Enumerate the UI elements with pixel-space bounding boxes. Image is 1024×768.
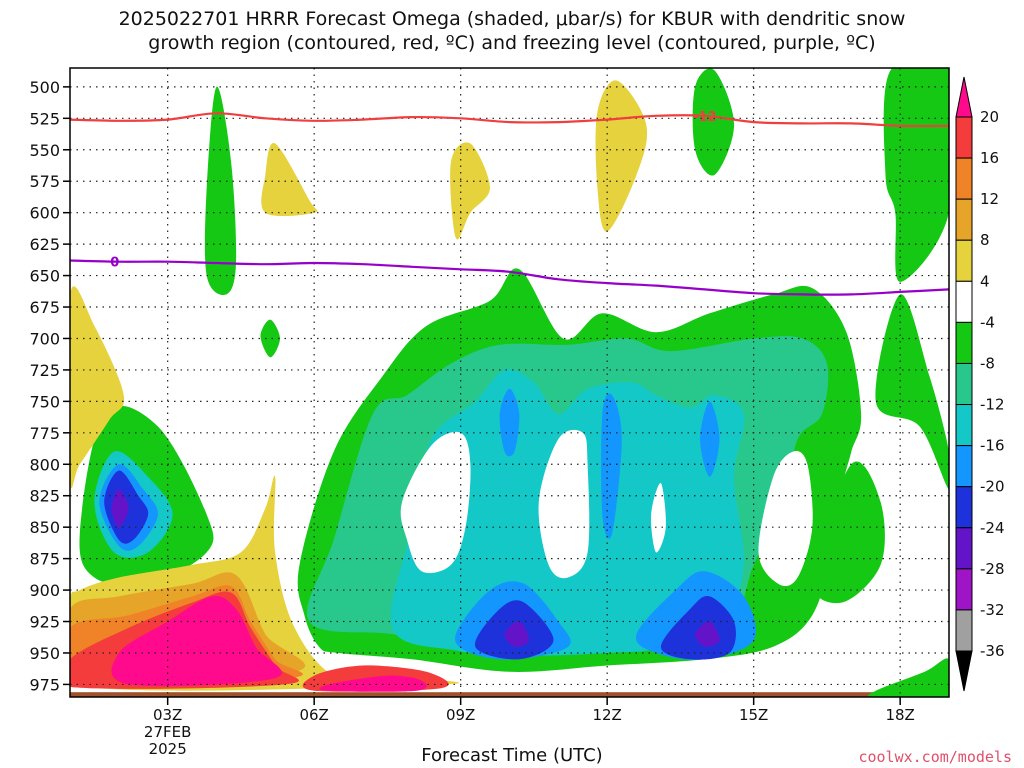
x-date-label-0: 27FEB [144, 723, 191, 741]
chart-title-line2: growth region (contoured, red, ºC) and f… [148, 32, 876, 54]
omega-region-0 [204, 86, 237, 295]
omega-region-33 [111, 489, 129, 528]
x-axis-label: Forecast Time (UTC) [421, 745, 603, 766]
omega-region-18 [319, 675, 427, 692]
colorbar-band-1 [955, 116, 973, 159]
chart-title-line1: 2025022701 HRRR Forecast Omega (shaded, … [118, 8, 906, 30]
omega-region-22 [601, 393, 622, 539]
colorbar-label-13: -36 [980, 642, 1005, 660]
y-tick-label-17: 925 [29, 613, 60, 632]
temperature-contours: -12 0 [70, 110, 949, 296]
colorbar-label-1: 16 [980, 149, 999, 167]
omega-region-21 [499, 388, 520, 457]
colorbar-band-2 [955, 157, 973, 200]
y-tick-label-2: 550 [29, 141, 60, 160]
y-tick-label-7: 675 [29, 298, 60, 317]
y-tick-label-10: 750 [29, 392, 60, 411]
x-tick-label-3: 12Z [592, 706, 621, 724]
colorbar-label-2: 12 [980, 190, 999, 208]
omega-region-5 [812, 461, 885, 604]
colorbar-label-4: 4 [980, 272, 990, 290]
y-tick-label-16: 900 [29, 581, 60, 600]
y-tick-label-14: 850 [29, 518, 60, 537]
right-edge-green [868, 658, 949, 697]
omega-weak-area-3 [758, 450, 813, 587]
y-axis: 500 525 550 575 600 625 650 675 700 725 750 775 800 8… [29, 78, 70, 694]
x-tick-label-2: 09Z [446, 706, 475, 724]
y-tick-label-6: 650 [29, 267, 60, 286]
omega-region-1 [260, 319, 280, 358]
colorbar-band-3 [955, 198, 973, 241]
colorbar-band-6 [955, 321, 973, 364]
colorbar-band-4 [955, 239, 973, 282]
y-tick-label-19: 975 [29, 675, 60, 694]
omega-region-2 [692, 68, 735, 176]
x-date-label-1: 2025 [149, 740, 187, 758]
colorbar-label-8: -16 [980, 437, 1005, 455]
y-tick-label-12: 800 [29, 455, 60, 474]
colorbar-band-11 [955, 527, 973, 570]
contour-line-0 [70, 112, 949, 128]
contour-label-1: 0 [110, 256, 119, 271]
y-tick-label-15: 875 [29, 550, 60, 569]
colorbar-band-9 [955, 445, 973, 488]
omega-region-7 [875, 294, 949, 490]
colorbar-label-12: -32 [980, 601, 1005, 619]
colorbar-label-6: -8 [980, 354, 995, 372]
omega-region-23 [700, 401, 720, 477]
colorbar-bottom-triangle [955, 650, 973, 692]
colorbar-band-8 [955, 404, 973, 447]
y-tick-label-9: 725 [29, 361, 60, 380]
omega-region-16 [111, 595, 282, 687]
omega-shading [70, 68, 949, 697]
y-tick-label-5: 625 [29, 235, 60, 254]
colorbar-band-7 [955, 362, 973, 406]
colorbar-label-10: -24 [980, 519, 1005, 537]
colorbar-band-5 [955, 280, 973, 323]
x-tick-label-0: 03Z [153, 706, 182, 724]
x-tick-label-1: 06Z [299, 706, 328, 724]
omega-weak-area-1 [538, 429, 590, 579]
x-tick-label-4: 15Z [739, 706, 768, 724]
colorbar: 20 16 12 8 4 -4 -8 -12 -16 -20 -24 -28 -32 -36 [955, 76, 1005, 692]
y-tick-label-4: 600 [29, 204, 60, 223]
x-tick-label-5: 18Z [885, 706, 914, 724]
omega-weak-area-0 [400, 431, 471, 574]
surface-band [70, 692, 949, 697]
colorbar-label-0: 20 [980, 108, 999, 126]
omega-region-9 [261, 143, 318, 217]
colorbar-label-9: -20 [980, 478, 1005, 496]
y-tick-label-11: 775 [29, 424, 60, 443]
grid-lines [70, 68, 949, 697]
y-tick-label-1: 525 [29, 109, 60, 128]
colorbar-label-5: -4 [980, 313, 995, 331]
y-tick-label-8: 700 [29, 329, 60, 348]
colorbar-label-3: 8 [980, 231, 990, 249]
colorbar-band-12 [955, 568, 973, 611]
omega-region-8 [70, 286, 125, 489]
omega-region-29 [695, 621, 720, 647]
contour-label-0: -12 [693, 110, 717, 125]
omega-region-27 [660, 595, 736, 660]
plot-frame [69, 67, 950, 698]
colorbar-top-triangle [955, 76, 973, 118]
y-tick-label-13: 825 [29, 487, 60, 506]
colorbar-band-10 [955, 486, 973, 529]
y-tick-label-0: 500 [29, 78, 60, 97]
y-tick-label-3: 575 [29, 172, 60, 191]
colorbar-label-11: -28 [980, 560, 1005, 578]
y-tick-label-18: 950 [29, 644, 60, 663]
contour-line-1 [70, 259, 949, 296]
colorbar-label-7: -12 [980, 396, 1005, 414]
omega-region-28 [504, 621, 530, 647]
omega-weak-area-2 [650, 482, 666, 553]
colorbar-band-13 [955, 609, 973, 652]
source-credit[interactable]: coolwx.com/models [858, 748, 1012, 766]
